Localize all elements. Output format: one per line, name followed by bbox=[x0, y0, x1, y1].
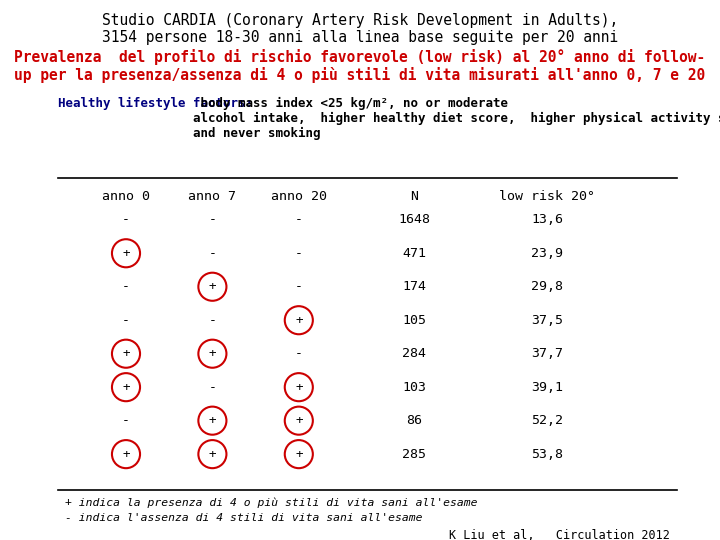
Text: + indica la presenza di 4 o più stili di vita sani all'esame: + indica la presenza di 4 o più stili di… bbox=[65, 498, 477, 508]
Text: 103: 103 bbox=[402, 381, 426, 394]
Text: +: + bbox=[209, 347, 216, 360]
Text: 284: 284 bbox=[402, 347, 426, 360]
Text: up per la presenza/assenza di 4 o più stili di vita misurati all'anno 0, 7 e 20: up per la presenza/assenza di 4 o più st… bbox=[14, 67, 706, 83]
Text: Prevalenza  del profilo di rischio favorevole (low risk) al 20° anno di follow-: Prevalenza del profilo di rischio favore… bbox=[14, 49, 706, 65]
Text: 37,5: 37,5 bbox=[531, 314, 563, 327]
Text: - indica l'assenza di 4 stili di vita sani all'esame: - indica l'assenza di 4 stili di vita sa… bbox=[65, 513, 423, 523]
Text: N: N bbox=[410, 190, 418, 203]
Text: -: - bbox=[294, 280, 303, 293]
Text: 13,6: 13,6 bbox=[531, 213, 563, 226]
Text: 52,2: 52,2 bbox=[531, 414, 563, 427]
Text: 105: 105 bbox=[402, 314, 426, 327]
Text: +: + bbox=[295, 314, 302, 327]
Text: -: - bbox=[294, 247, 303, 260]
Text: -: - bbox=[122, 213, 130, 226]
Text: -: - bbox=[294, 213, 303, 226]
Text: 86: 86 bbox=[406, 414, 422, 427]
Text: 174: 174 bbox=[402, 280, 426, 293]
Text: 29,8: 29,8 bbox=[531, 280, 563, 293]
Text: 23,9: 23,9 bbox=[531, 247, 563, 260]
Text: 53,8: 53,8 bbox=[531, 448, 563, 461]
Text: +: + bbox=[209, 448, 216, 461]
Text: -: - bbox=[294, 347, 303, 360]
Text: +: + bbox=[122, 448, 130, 461]
Text: +: + bbox=[209, 414, 216, 427]
Text: 3154 persone 18-30 anni alla linea base seguite per 20 anni: 3154 persone 18-30 anni alla linea base … bbox=[102, 30, 618, 45]
Text: -: - bbox=[208, 381, 217, 394]
Text: Healthy lifestyle factors:: Healthy lifestyle factors: bbox=[58, 97, 253, 110]
Text: +: + bbox=[295, 381, 302, 394]
Text: -: - bbox=[208, 213, 217, 226]
Text: -: - bbox=[122, 280, 130, 293]
Text: K Liu et al,   Circulation 2012: K Liu et al, Circulation 2012 bbox=[449, 529, 670, 540]
Text: +: + bbox=[295, 414, 302, 427]
Text: body mass index <25 kg/m², no or moderate
alcohol intake,  higher healthy diet s: body mass index <25 kg/m², no or moderat… bbox=[193, 97, 720, 140]
Text: -: - bbox=[122, 314, 130, 327]
Text: Studio CARDIA (Coronary Artery Risk Development in Adults),: Studio CARDIA (Coronary Artery Risk Deve… bbox=[102, 14, 618, 29]
Text: low risk 20°: low risk 20° bbox=[499, 190, 595, 203]
Text: anno 0: anno 0 bbox=[102, 190, 150, 203]
Text: 39,1: 39,1 bbox=[531, 381, 563, 394]
Text: 471: 471 bbox=[402, 247, 426, 260]
Text: +: + bbox=[122, 381, 130, 394]
Text: 1648: 1648 bbox=[398, 213, 430, 226]
Text: 37,7: 37,7 bbox=[531, 347, 563, 360]
Text: +: + bbox=[122, 247, 130, 260]
Text: anno 20: anno 20 bbox=[271, 190, 327, 203]
Text: -: - bbox=[208, 247, 217, 260]
Text: anno 7: anno 7 bbox=[189, 190, 236, 203]
Text: +: + bbox=[122, 347, 130, 360]
Text: -: - bbox=[122, 414, 130, 427]
Text: +: + bbox=[209, 280, 216, 293]
Text: +: + bbox=[295, 448, 302, 461]
Text: 285: 285 bbox=[402, 448, 426, 461]
Text: -: - bbox=[208, 314, 217, 327]
